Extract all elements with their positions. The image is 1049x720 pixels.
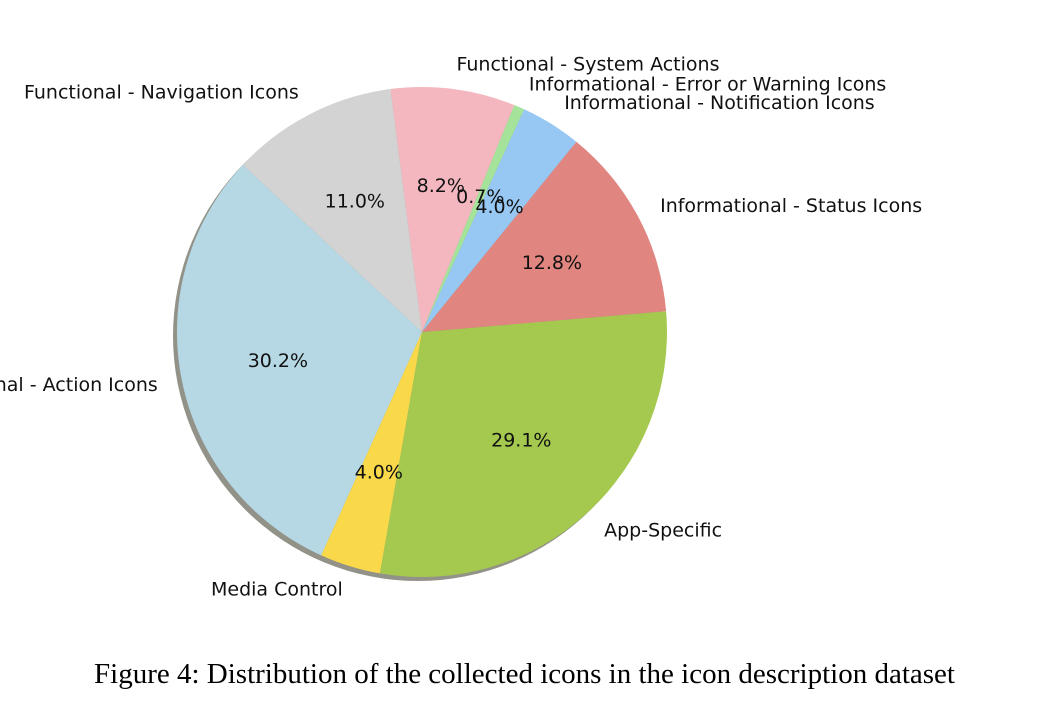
pct-label-informational-error-or-warning-icons: 0.7% <box>456 186 504 208</box>
figure-caption: Figure 4: Distribution of the collected … <box>94 658 955 690</box>
pct-label-app-specific: 29.1% <box>491 429 551 451</box>
category-label-functional-navigation-icons: Functional - Navigation Icons <box>24 81 299 103</box>
pct-label-functional-action-icons: 30.2% <box>248 350 308 372</box>
pie-slice-app-specific <box>379 311 667 578</box>
category-label-functional-action-icons: Functional - Action Icons <box>0 374 158 396</box>
pie-slice-informational-status-icons <box>422 141 667 332</box>
pct-label-functional-system-actions: 8.2% <box>417 175 465 197</box>
category-label-app-specific: App-Specific <box>604 520 722 542</box>
category-label-functional-system-actions: Functional - System Actions <box>457 54 720 76</box>
pie-slice-informational-notification-icons <box>422 109 577 332</box>
pie-slice-media-control <box>321 332 422 574</box>
pie-slice-functional-action-icons <box>177 164 422 556</box>
pct-label-functional-navigation-icons: 11.0% <box>325 190 385 212</box>
pct-label-informational-notification-icons: 4.0% <box>475 196 523 218</box>
category-label-informational-error-or-warning-icons: Informational - Error or Warning Icons <box>529 74 886 96</box>
pie-slice-informational-error-or-warning-icons <box>422 105 525 332</box>
pie-chart: 30.2% Functional - Action Icons 4.0% Media … <box>0 54 922 601</box>
pct-label-informational-status-icons: 12.8% <box>522 252 582 274</box>
pct-label-media-control: 4.0% <box>355 462 403 484</box>
category-label-informational-status-icons: Informational - Status Icons <box>660 195 922 217</box>
category-label-informational-notification-icons: Informational - Notification Icons <box>564 92 875 114</box>
category-label-media-control: Media Control <box>211 579 343 601</box>
pie-slice-functional-navigation-icons <box>242 89 422 332</box>
pie-slice-functional-system-actions <box>390 86 515 333</box>
